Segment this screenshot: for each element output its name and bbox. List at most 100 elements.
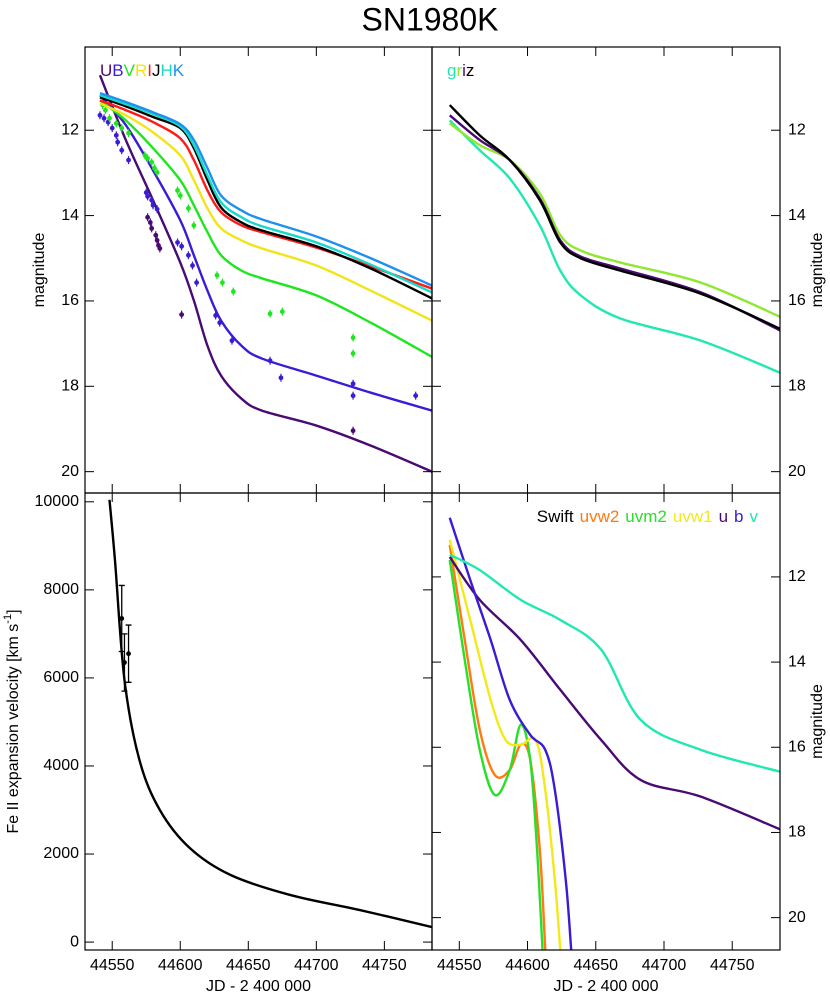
y-axis-label: magnitude	[31, 233, 48, 308]
x-tick-label: 44700	[294, 957, 339, 974]
figure-title: SN1980K	[362, 1, 499, 37]
data-point	[126, 651, 131, 657]
curve	[98, 74, 432, 473]
data-point	[119, 616, 125, 621]
legend-entry: B	[112, 61, 123, 80]
data-point	[267, 311, 273, 317]
y-tick-label: 16	[61, 292, 79, 309]
data-point	[101, 115, 107, 121]
y-tick-label: 20	[788, 909, 806, 926]
legend-entry: u	[719, 507, 728, 526]
curve	[449, 122, 780, 318]
legend-entry: r	[456, 61, 462, 80]
curve	[448, 114, 780, 332]
data-point	[279, 309, 285, 315]
data-point	[179, 312, 185, 317]
y-tick-label: 4000	[43, 757, 79, 774]
x-tick-label: 44750	[710, 957, 755, 974]
legend-entry: U	[100, 61, 112, 80]
curve	[99, 94, 432, 412]
legend-entry: V	[124, 61, 136, 80]
y-tick-label: 18	[788, 378, 806, 395]
legend-title: Swift	[537, 507, 574, 526]
axes-frame	[84, 492, 433, 951]
data-point	[109, 125, 115, 131]
y-tick-label: 16	[788, 292, 806, 309]
data-point	[175, 240, 180, 245]
legend-entry: g	[447, 61, 456, 80]
data-point	[220, 280, 225, 285]
curve	[448, 559, 544, 950]
y-tick-label: 14	[788, 653, 806, 670]
axes-frame	[431, 46, 781, 494]
curve	[448, 104, 780, 330]
data-point	[149, 159, 155, 165]
y-tick-label: 12	[61, 121, 79, 138]
curve	[448, 556, 780, 831]
curve	[99, 96, 432, 300]
curve	[448, 119, 780, 374]
data-point	[278, 375, 284, 381]
y-tick-label: 20	[788, 463, 806, 480]
legend-entry: uvm2	[625, 507, 667, 526]
data-point	[126, 157, 131, 163]
data-point	[119, 147, 125, 153]
y-axis-label-superscript: -1	[2, 614, 14, 624]
y-tick-label: 20	[61, 463, 79, 480]
data-point	[145, 214, 150, 220]
x-tick-label: 44750	[362, 957, 407, 974]
data-point	[157, 246, 163, 251]
legend: Swift uvw2 uvm2 uvw1 u b v	[537, 507, 759, 526]
y-axis-label: Fe II expansion velocity [km s-1]	[2, 609, 22, 833]
legend-entry: J	[152, 61, 161, 80]
legend-entry: v	[750, 507, 759, 526]
data-point	[191, 223, 197, 228]
data-point	[97, 112, 103, 118]
data-point	[217, 320, 223, 326]
data-point	[147, 220, 153, 225]
y-tick-label: 16	[788, 738, 806, 755]
data-point	[152, 165, 157, 171]
y-tick-label: 2000	[43, 845, 79, 862]
x-tick-label: 44700	[642, 957, 687, 974]
data-point	[267, 358, 273, 364]
x-tick-label: 44550	[437, 957, 482, 974]
x-tick-label: 44600	[505, 957, 550, 974]
y-tick-label: 10000	[35, 493, 80, 510]
plot-area	[108, 499, 432, 929]
data-point	[122, 660, 127, 665]
y-tick-label: 8000	[43, 581, 79, 598]
data-point	[190, 263, 195, 268]
data-point	[229, 338, 235, 344]
y-tick-label: 12	[788, 121, 806, 138]
y-tick-label: 12	[788, 568, 806, 585]
data-point	[350, 428, 356, 434]
x-tick-label: 44600	[158, 957, 203, 974]
y-axis-label: magnitude	[809, 233, 826, 308]
curve	[448, 539, 562, 950]
axes-frame	[431, 492, 781, 951]
curve	[448, 517, 573, 950]
x-tick-label: 44550	[90, 957, 135, 974]
y-tick-label: 0	[70, 933, 79, 950]
legend-entry: b	[734, 507, 743, 526]
y-tick-label: 6000	[43, 669, 79, 686]
data-point	[145, 155, 150, 161]
legend-entry: uvw2	[580, 507, 620, 526]
curve	[99, 94, 432, 294]
data-point	[103, 107, 108, 113]
x-tick-label: 44650	[574, 957, 619, 974]
data-point	[186, 205, 191, 211]
y-tick-label: 14	[788, 207, 806, 224]
data-point	[115, 139, 121, 145]
curve	[449, 553, 780, 773]
x-tick-label: 44650	[226, 957, 271, 974]
data-point	[350, 381, 356, 387]
data-point	[154, 170, 160, 175]
legend-entry: i	[462, 61, 466, 80]
data-point	[177, 193, 183, 198]
data-point	[350, 393, 356, 399]
data-point	[126, 130, 131, 136]
y-axis-label-text: magnitude	[31, 233, 48, 308]
